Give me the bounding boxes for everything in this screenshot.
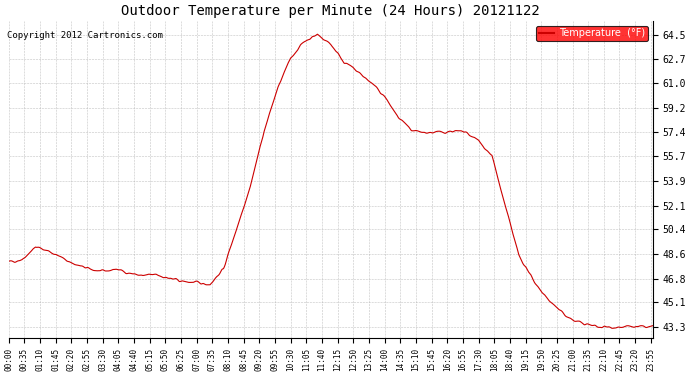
Title: Outdoor Temperature per Minute (24 Hours) 20121122: Outdoor Temperature per Minute (24 Hours…	[121, 4, 540, 18]
Temperature  (°F)	[515, 254, 524, 259]
Text: Copyright 2012 Cartronics.com: Copyright 2012 Cartronics.com	[7, 30, 163, 39]
Temperature  (°F)	[313, 32, 322, 36]
Temperature  (°F)	[148, 272, 156, 277]
Temperature  (°F)	[132, 272, 140, 277]
Legend: Temperature  (°F): Temperature (°F)	[536, 26, 648, 41]
Temperature  (°F)	[573, 319, 581, 324]
Temperature  (°F)	[649, 324, 657, 328]
Temperature  (°F)	[220, 266, 228, 270]
Temperature  (°F)	[431, 129, 440, 134]
Line: Temperature  (°F): Temperature (°F)	[9, 34, 653, 328]
Temperature  (°F)	[608, 326, 616, 330]
Temperature  (°F)	[5, 259, 13, 264]
